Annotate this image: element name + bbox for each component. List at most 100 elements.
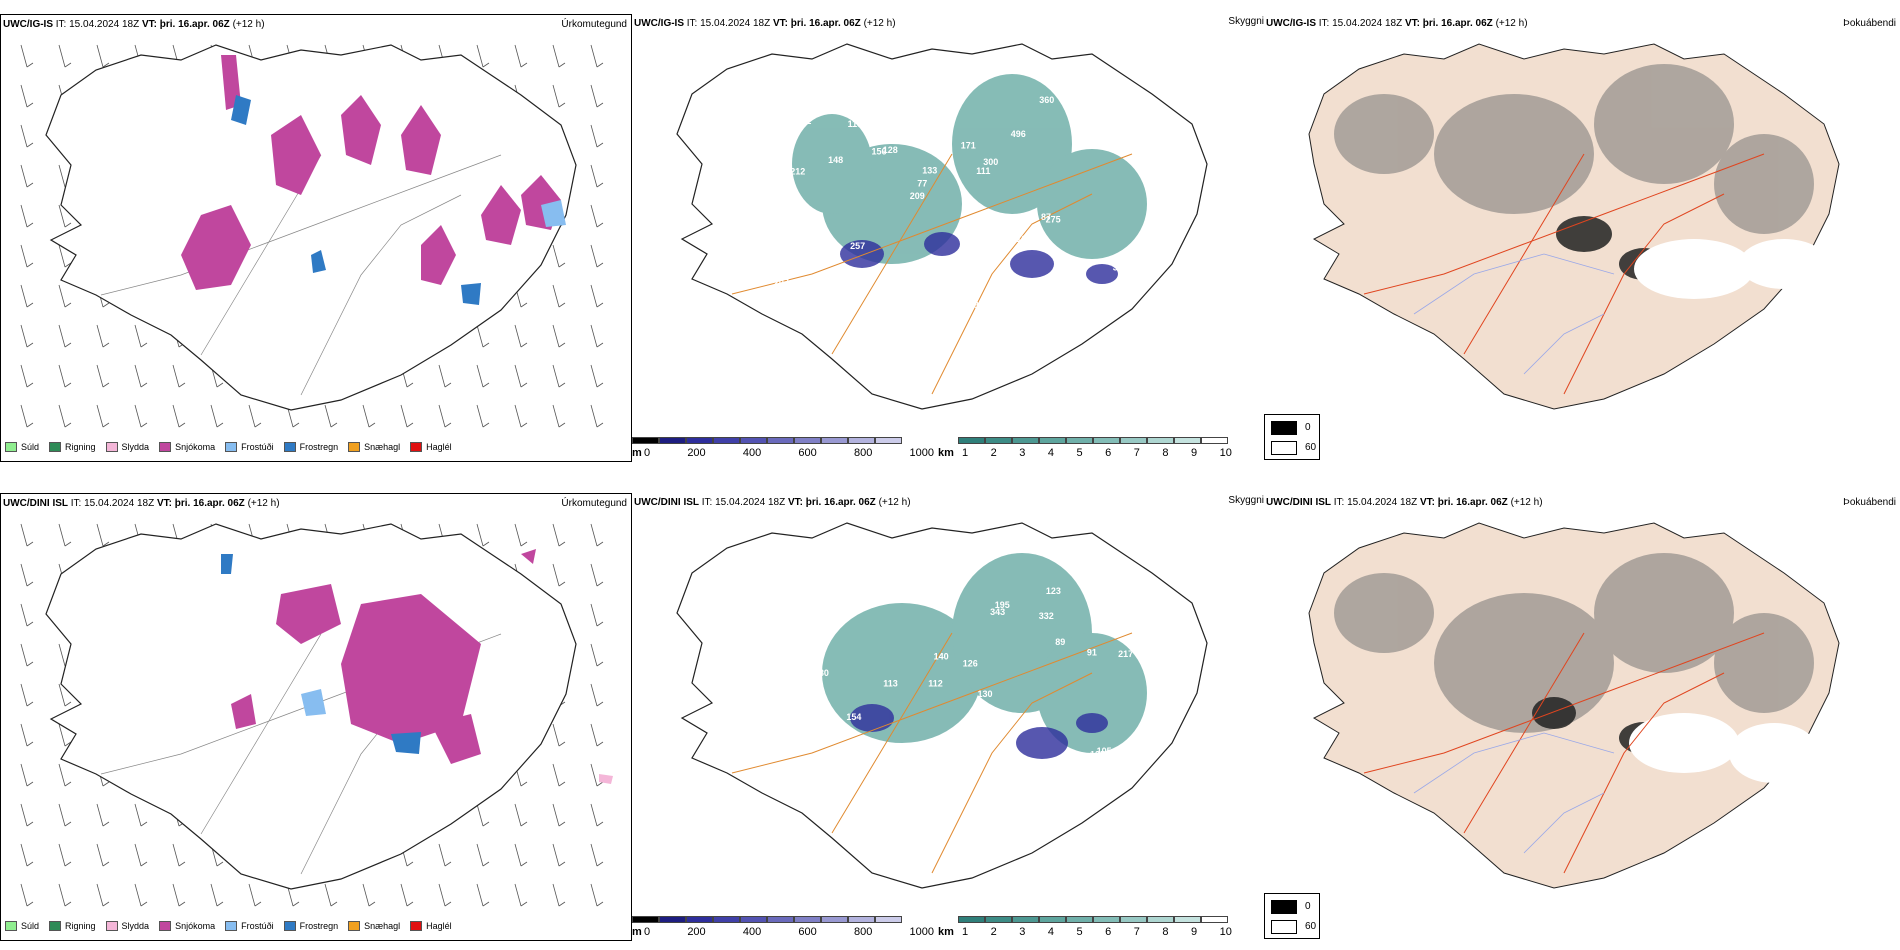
legend-item-1: Rigning	[49, 442, 96, 452]
legend-swatch	[225, 921, 238, 931]
iceland-precip-map	[20, 523, 613, 907]
visibility-label-9: 343	[990, 607, 1005, 617]
colorbar-cell-3	[1039, 437, 1066, 444]
visibility-label-17: 85	[1161, 159, 1171, 169]
colorbar-cell-2	[686, 916, 713, 923]
colorbar-cell-8	[848, 437, 875, 444]
vis-m-ticks: 0 200 400 600 800 1000	[644, 926, 934, 938]
legend-label: Slydda	[121, 921, 150, 931]
legend-label: Snæhagl	[364, 442, 401, 452]
visibility-label-3: 209	[910, 191, 925, 201]
visibility-label-5: 145	[810, 291, 825, 301]
visibility-label-4: 496	[1011, 129, 1026, 139]
legend-item-2: Slydda	[105, 921, 150, 931]
vis-m-colorbar	[632, 437, 902, 444]
iceland-fog-map	[1308, 43, 1840, 410]
panel-title: UWC/IG-IS IT: 15.04.2024 18Z VT: þri. 16…	[1266, 18, 1528, 29]
colorbar-tick-3: 600	[798, 926, 817, 938]
vis-km-colorbar	[958, 437, 1228, 444]
legend-swatch	[225, 442, 238, 452]
visibility-label-10: 126	[963, 659, 978, 669]
visibility-label-26: 89	[1085, 287, 1095, 297]
vis-m-ticks: 0 200 400 600 800 1000	[644, 447, 934, 459]
legend-swatch	[348, 442, 361, 452]
colorbar-cell-7	[821, 437, 848, 444]
legend-label: Frostregn	[299, 442, 339, 452]
visibility-label-8: 150	[785, 683, 800, 693]
fog-key: 0 60	[1264, 893, 1320, 939]
visibility-label-27: 388	[1113, 262, 1128, 272]
legend-label: Snæhagl	[364, 921, 401, 931]
visibility-label-22: 133	[922, 166, 937, 176]
colorbar-tick-2: 400	[742, 926, 762, 938]
visibility-label-2: 236	[1124, 108, 1139, 118]
colorbar-cell-9	[875, 437, 902, 444]
visibility-label-18: 88	[1014, 213, 1024, 223]
fog-key-swatch-0	[1271, 421, 1297, 435]
visibility-label-3: 112	[928, 679, 943, 689]
colorbar-tick-5: 1000	[909, 447, 934, 459]
visibility-label-29: 139	[964, 300, 979, 310]
colorbar-cell-8	[848, 916, 875, 923]
visibility-label-23: 113	[848, 119, 863, 129]
colorbar-tick-3: 4	[1047, 447, 1054, 459]
colorbar-tick-1: 2	[990, 447, 997, 459]
legend-label: Snjókoma	[175, 921, 216, 931]
colorbar-tick-1: 200	[687, 926, 706, 938]
visibility-label-1: 212	[790, 167, 805, 177]
legend-swatch	[159, 921, 172, 931]
colorbar-cell-6	[794, 916, 821, 923]
legend-swatch	[49, 442, 62, 452]
visibility-label-14: 184	[983, 783, 998, 793]
visibility-label-27: 91	[1087, 648, 1097, 658]
colorbar-cell-8	[1174, 916, 1201, 923]
fog-key-label-1: 60	[1305, 442, 1317, 453]
colorbar-tick-0: 1	[962, 926, 969, 938]
legend-label: Slydda	[121, 442, 150, 452]
legend-item-6: Snæhagl	[348, 921, 400, 931]
visibility-label-0: 151	[1118, 288, 1133, 298]
panel-variable: Skyggni	[1228, 495, 1264, 506]
panel-title: UWC/DINI ISL IT: 15.04.2024 18Z VT: þri.…	[634, 497, 911, 508]
legend-swatch	[105, 442, 118, 452]
colorbar-tick-1: 200	[687, 447, 706, 459]
colorbar-tick-0: 0	[644, 926, 651, 938]
visibility-label-26: 140	[934, 651, 949, 661]
colorbar-cell-2	[686, 437, 713, 444]
precip-legend: Súld Rigning Slydda Snjókoma Frostúði Frostre…	[5, 442, 452, 452]
legend-item-3: Snjókoma	[159, 921, 215, 931]
visibility-label-13: 300	[983, 157, 998, 167]
colorbar-tick-7: 8	[1162, 926, 1169, 938]
vis-km-unit: km	[938, 447, 954, 459]
visibility-label-21: 129	[918, 257, 933, 267]
colorbar-cell-1	[985, 916, 1012, 923]
colorbar-cell-7	[1147, 437, 1174, 444]
colorbar-cell-6	[794, 437, 821, 444]
visibility-panel-top: UWC/IG-IS IT: 15.04.2024 18Z VT: þri. 16…	[632, 14, 1264, 462]
visibility-label-24: 360	[1039, 95, 1054, 105]
legend-label: Haglél	[426, 921, 452, 931]
colorbar-cell-1	[659, 916, 686, 923]
legend-item-4: Frostúði	[225, 921, 274, 931]
legend-item-0: Súld	[5, 442, 39, 452]
panel-variable: Úrkomutegund	[561, 19, 627, 30]
fog-key-swatch-1	[1271, 441, 1297, 455]
legend-label: Haglél	[426, 442, 452, 452]
colorbar-tick-8: 9	[1191, 926, 1198, 938]
visibility-label-22: 133	[1156, 649, 1171, 659]
colorbar-cell-3	[713, 916, 740, 923]
visibility-label-30: 125	[1090, 749, 1105, 759]
panel-title: UWC/IG-IS IT: 15.04.2024 18Z VT: þri. 16…	[3, 19, 265, 30]
colorbar-cell-2	[1012, 437, 1039, 444]
colorbar-cell-0	[632, 437, 659, 444]
colorbar-tick-5: 6	[1105, 447, 1112, 459]
fog-key-label-1: 60	[1305, 921, 1317, 932]
visibility-label-24: 670	[769, 723, 784, 733]
visibility-label-30: 156	[872, 147, 887, 157]
colorbar-tick-0: 0	[644, 447, 651, 459]
visibility-label-10: 207	[774, 278, 789, 288]
colorbar-cell-4	[740, 916, 767, 923]
precip-type-panel-top: UWC/IG-IS IT: 15.04.2024 18Z VT: þri. 16…	[0, 14, 632, 462]
visibility-label-11: 145	[797, 772, 812, 782]
colorbar-cell-9	[1201, 437, 1228, 444]
